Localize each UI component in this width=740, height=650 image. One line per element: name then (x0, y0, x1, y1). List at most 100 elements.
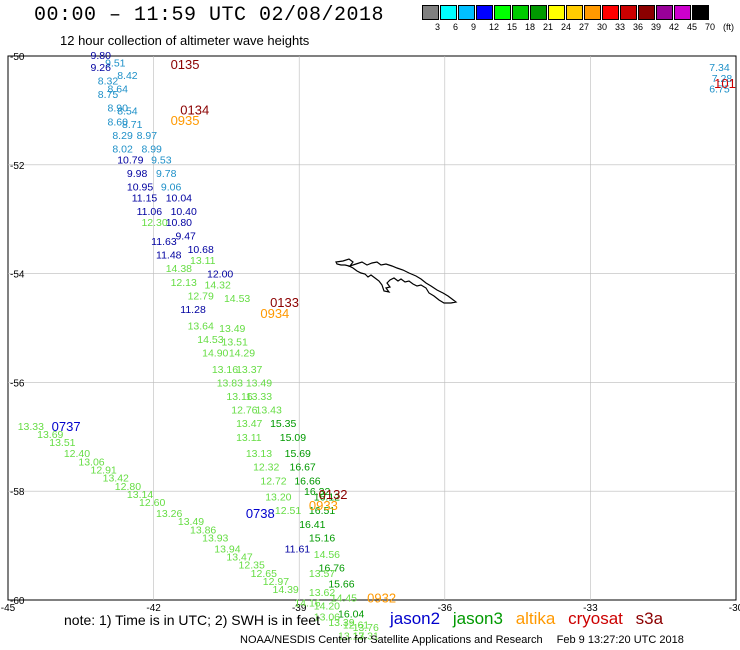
longitude-tick-label: -45 (1, 603, 16, 614)
swh-value: 12.91 (91, 464, 117, 476)
swh-value: 15.66 (328, 579, 354, 591)
swh-value: 16.41 (299, 519, 325, 531)
swh-value: 13.64 (188, 320, 214, 332)
swh-value: 8.42 (117, 70, 138, 82)
pass-time-label: 0132 (319, 487, 348, 502)
swh-value: 13.49 (219, 323, 245, 335)
colorbar-swatch (548, 5, 565, 20)
pass-time-label: 0934 (260, 306, 289, 321)
swh-value: 7.28 (712, 73, 733, 85)
longitude-tick-label: -42 (146, 603, 161, 614)
swh-value: 14.16 (294, 598, 320, 610)
swh-value: 16.76 (319, 562, 345, 574)
swh-value: 12.51 (275, 505, 301, 517)
colorbar-swatch (638, 5, 655, 20)
swh-value: 10.80 (166, 217, 192, 229)
swh-value: 13.37 (236, 364, 262, 376)
swh-value: 9.47 (175, 231, 196, 243)
swh-value: 16.51 (309, 505, 335, 517)
swh-value: 13.51 (222, 337, 248, 349)
legend-jason3: jason3 (452, 609, 503, 628)
swh-value: 16.32 (304, 486, 330, 498)
swh-value: 12.79 (188, 290, 214, 302)
pass-time-label: 0932 (367, 590, 396, 605)
swh-value: 16.66 (294, 475, 320, 487)
swh-value: 10.95 (127, 182, 153, 194)
colorbar-swatch (458, 5, 475, 20)
swh-value: 11.06 (137, 206, 163, 218)
colorbar-swatch (476, 5, 493, 20)
colorbar-label: 33 (615, 22, 626, 32)
swh-value: 13.83 (217, 377, 243, 389)
swh-value: 14.38 (166, 263, 192, 275)
colorbar-label: 27 (579, 22, 590, 32)
colorbar-label: 42 (669, 22, 680, 32)
satellite-legend: jason2 jason3 altika cryosat s3a (390, 609, 671, 629)
longitude-tick-label: -30 (729, 603, 740, 614)
map-grid (8, 56, 736, 600)
swh-value: 15.16 (309, 532, 335, 544)
colorbar-label: 70 (705, 22, 716, 32)
swh-value: 12.97 (263, 576, 289, 588)
swh-value: 13.86 (190, 524, 216, 536)
map-title: 00:00 – 11:59 UTC 02/08/2018 (34, 4, 385, 27)
colorbar-swatch (584, 5, 601, 20)
swh-value: 12.60 (139, 497, 165, 509)
colorbar-swatch (620, 5, 637, 20)
swh-value: 13.13 (246, 448, 272, 460)
swh-value: 11.48 (156, 250, 182, 262)
legend-s3a: s3a (635, 609, 664, 628)
swh-value: 13.43 (256, 405, 282, 417)
latitude-tick-label: -58 (10, 487, 25, 498)
swh-value: 11.28 (180, 304, 206, 316)
pass-time-label: 0935 (171, 113, 200, 128)
swh-value: 13.47 (226, 551, 252, 563)
swh-value: 13.31 (353, 630, 379, 642)
swh-value: 12.00 (207, 269, 233, 281)
colorbar-swatch (566, 5, 583, 20)
swh-value: 8.54 (117, 105, 138, 117)
swh-value: 13.47 (236, 418, 262, 430)
swh-value: 8.97 (137, 130, 158, 142)
swh-value: 13.16 (226, 391, 252, 403)
swh-value: 7.34 (709, 62, 730, 74)
swh-value: 14.20 (314, 600, 340, 612)
swh-value: 10.68 (188, 244, 214, 256)
colorbar-swatch (692, 5, 709, 20)
axis-tick-labels: -45 -42 -39 -36 -33 -30 -50 -52 -54 -56 -58 -60 (1, 52, 740, 614)
longitude-tick-label: -33 (583, 603, 598, 614)
swh-value: 13.94 (214, 543, 240, 555)
colorbar-label: 30 (597, 22, 608, 32)
colorbar-label: 3 (435, 22, 441, 32)
longitude-tick-label: -39 (292, 603, 307, 614)
map-subtitle: 12 hour collection of altimeter wave hei… (60, 33, 310, 48)
swh-value: 15.35 (270, 418, 296, 430)
swh-value: 13.06 (78, 456, 104, 468)
footer-note: note: 1) Time is in UTC; 2) SWH is in fe… (64, 612, 320, 628)
colorbar-swatch (440, 5, 457, 20)
swh-value: 13.33 (18, 421, 44, 433)
swh-value: 12.80 (115, 481, 141, 493)
swh-value: 13.69 (37, 429, 63, 441)
swh-value: 13.62 (309, 587, 335, 599)
swh-value: 13.57 (309, 568, 335, 580)
swh-value: 13.16 (212, 364, 238, 376)
swh-value: 9.98 (127, 168, 148, 180)
colorbar-label: 9 (471, 22, 477, 32)
colorbar-label: 15 (507, 22, 518, 32)
colorbar-label: 45 (687, 22, 698, 32)
colorbar-swatch (512, 5, 529, 20)
swh-value: 12.76 (231, 405, 257, 417)
pass-time-label: 0738 (246, 506, 275, 521)
swh-value: 13.14 (127, 489, 153, 501)
colorbar-label: (ft) (723, 22, 734, 32)
swh-value: 14.56 (314, 549, 340, 561)
swh-value: 13.76 (353, 622, 379, 634)
latitude-tick-label: -60 (10, 596, 25, 607)
swh-value: 13.93 (202, 532, 228, 544)
longitude-tick-label: -36 (438, 603, 453, 614)
swh-value: 8.90 (107, 103, 128, 115)
swh-value: 9.26 (91, 62, 112, 74)
swh-value: 13.49 (246, 377, 272, 389)
legend-jason2: jason2 (390, 609, 441, 628)
